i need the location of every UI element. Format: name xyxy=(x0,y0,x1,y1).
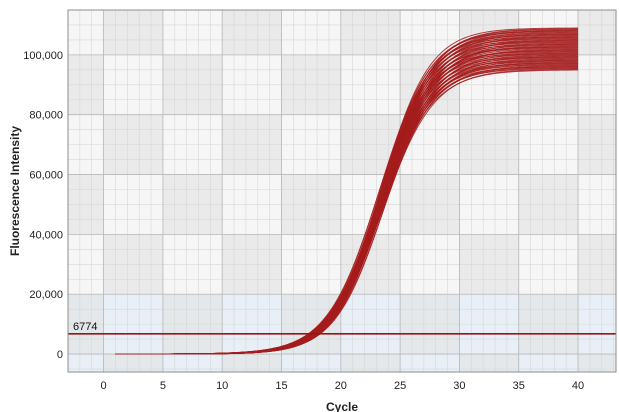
plot-frame xyxy=(67,9,617,373)
y-tick-label: 40,000 xyxy=(29,229,63,241)
amplification-curve xyxy=(115,27,579,355)
x-tick-label: 35 xyxy=(513,380,525,392)
background-band xyxy=(459,354,519,372)
background-band xyxy=(340,354,401,372)
background-band xyxy=(103,354,163,372)
y-tick-label: 0 xyxy=(57,349,63,361)
x-tick-label: 40 xyxy=(572,380,584,392)
x-tick-label: 25 xyxy=(394,380,406,392)
background-band xyxy=(222,354,282,372)
y-tick-label: 20,000 xyxy=(29,289,63,301)
threshold-value-label: 6774 xyxy=(73,321,97,333)
x-tick-label: 0 xyxy=(101,380,107,392)
background-band xyxy=(340,10,401,55)
amplification-curves xyxy=(115,27,579,355)
background-band xyxy=(578,10,616,55)
x-tick-label: 30 xyxy=(453,380,465,392)
axes: 0 5 10 15 20 25 30 35 40 0 20,000 40,000 60,000 80,00… xyxy=(23,9,617,392)
threshold-line-group: 6774 xyxy=(68,321,616,335)
x-tick-label: 10 xyxy=(216,380,228,392)
x-tick-label: 15 xyxy=(275,380,287,392)
background-band xyxy=(578,354,616,372)
background-band xyxy=(103,10,163,55)
y-tick-label: 80,000 xyxy=(29,110,63,122)
x-tick-label: 5 xyxy=(160,380,166,392)
background-band xyxy=(222,10,282,55)
y-axis-title: Fluorescence Intensity xyxy=(8,126,22,256)
x-axis-title: Cycle xyxy=(326,400,358,412)
y-tick-label: 100,000 xyxy=(23,50,63,62)
x-tick-label: 20 xyxy=(335,380,347,392)
y-tick-label: 60,000 xyxy=(29,170,63,182)
